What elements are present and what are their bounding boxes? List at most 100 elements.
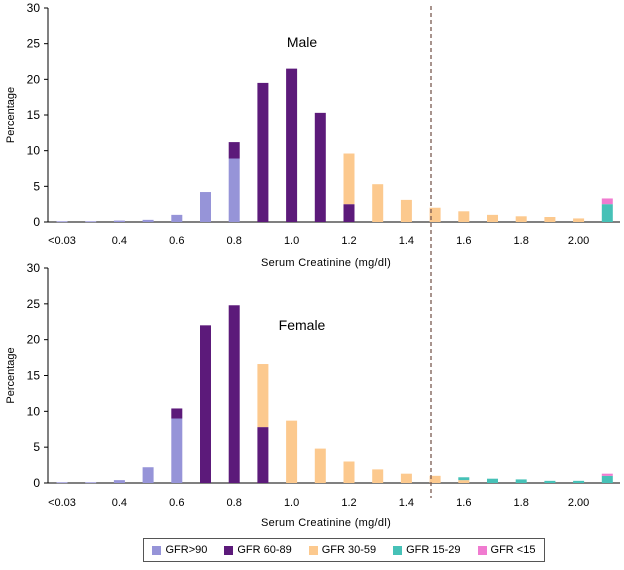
male-bar-gfr_30_59 bbox=[343, 153, 355, 205]
male-bar-gfr_gt90 bbox=[228, 158, 240, 222]
female-bar-gfr_15_29 bbox=[515, 479, 527, 483]
male-bar-gfr_30_59 bbox=[429, 207, 441, 222]
legend-swatch-gfr-60-89 bbox=[224, 545, 234, 555]
male-bar-gfr_gt90 bbox=[85, 221, 97, 223]
male-bar-gfr_gt90 bbox=[56, 221, 68, 223]
female-x-tick-label: 1.4 bbox=[399, 497, 414, 509]
male-y-tick-label: 15 bbox=[27, 108, 41, 122]
female-bar-gfr_60_89 bbox=[171, 408, 183, 419]
female-chart-title: Female bbox=[279, 317, 326, 333]
female-y-tick-label: 0 bbox=[33, 476, 40, 490]
male-bar-gfr_60_89 bbox=[343, 204, 355, 222]
male-x-tick-label: 0.8 bbox=[227, 235, 242, 247]
female-y-tick-label: 15 bbox=[27, 369, 41, 383]
female-x-tick-label: 0.4 bbox=[112, 497, 127, 509]
legend-swatch-gfr-gt90 bbox=[152, 545, 162, 555]
female-x-tick-label: 1.6 bbox=[456, 497, 471, 509]
legend-label-gfr-15-29: GFR 15-29 bbox=[406, 544, 461, 556]
female-y-axis-label: Percentage bbox=[5, 347, 17, 403]
female-bar-gfr_15_29 bbox=[544, 480, 556, 483]
female-bar-gfr_30_59 bbox=[429, 475, 441, 483]
male-bar-gfr_60_89 bbox=[228, 142, 240, 159]
male-x-axis-label: Serum Creatinine (mg/dl) bbox=[261, 257, 391, 269]
male-bar-gfr_30_59 bbox=[573, 218, 585, 222]
legend-item-gfr-gt90: GFR>90 bbox=[152, 544, 207, 556]
male-bar-gfr_30_59 bbox=[458, 211, 470, 222]
female-x-tick-label: 0.6 bbox=[169, 497, 184, 509]
legend-label-gfr-lt15: GFR <15 bbox=[490, 544, 536, 556]
legend-item-gfr-30-59: GFR 30-59 bbox=[308, 544, 377, 556]
legend-label-gfr-gt90: GFR>90 bbox=[165, 544, 208, 556]
female-x-tick-label: 0.8 bbox=[227, 497, 242, 509]
legend: GFR>90 GFR 60-89 GFR 30-59 GFR 15-29 GFR… bbox=[143, 538, 545, 562]
female-x-tick-label: 1.8 bbox=[514, 497, 529, 509]
male-x-tick-label: 2.00 bbox=[568, 235, 589, 247]
male-bar-gfr_30_59 bbox=[515, 216, 527, 222]
male-y-tick-label: 5 bbox=[33, 179, 40, 193]
male-y-axis-label: Percentage bbox=[5, 87, 17, 143]
male-x-tick-label: 1.8 bbox=[514, 235, 529, 247]
female-bar-gfr_60_89 bbox=[200, 325, 211, 483]
female-bar-gfr_30_59 bbox=[286, 420, 298, 483]
female-x-tick-label: <0.03 bbox=[48, 497, 76, 509]
legend-label-gfr-30-59: GFR 30-59 bbox=[321, 544, 377, 556]
female-bar-gfr_15_29 bbox=[601, 475, 613, 483]
female-bar-gfr_30_59 bbox=[343, 461, 355, 483]
female-bar-gfr_15_29 bbox=[573, 480, 585, 483]
male-bar-gfr_30_59 bbox=[487, 214, 498, 222]
female-bar-gfr_gt90 bbox=[171, 418, 183, 483]
male-bar-gfr_60_89 bbox=[286, 68, 298, 222]
female-bar-gfr_60_89 bbox=[257, 427, 269, 483]
male-y-tick-label: 30 bbox=[27, 1, 41, 15]
female-bar-gfr_lt15 bbox=[601, 473, 613, 476]
female-bar-gfr_15_29 bbox=[487, 478, 498, 483]
male-bar-gfr_60_89 bbox=[314, 112, 326, 222]
male-y-tick-label: 0 bbox=[33, 215, 40, 229]
male-y-tick-label: 20 bbox=[27, 72, 41, 86]
male-bar-gfr_gt90 bbox=[200, 192, 211, 222]
male-bar-gfr_gt90 bbox=[113, 220, 125, 222]
male-x-tick-label: 0.6 bbox=[169, 235, 184, 247]
female-x-tick-label: 1.2 bbox=[341, 497, 356, 509]
male-y-tick-label: 25 bbox=[27, 37, 41, 51]
male-x-tick-label: 1.6 bbox=[456, 235, 471, 247]
female-bar-gfr_30_59 bbox=[400, 473, 412, 483]
male-x-tick-label: <0.03 bbox=[48, 235, 76, 247]
male-x-tick-label: 1.4 bbox=[399, 235, 414, 247]
female-bar-gfr_gt90 bbox=[142, 467, 154, 483]
female-bar-gfr_15_29 bbox=[458, 477, 470, 481]
female-bar-gfr_30_59 bbox=[257, 364, 269, 428]
female-bar-gfr_30_59 bbox=[372, 469, 384, 483]
male-chart-title: Male bbox=[287, 34, 318, 50]
legend-label-gfr-60-89: GFR 60-89 bbox=[237, 544, 292, 556]
male-x-tick-label: 0.4 bbox=[112, 235, 127, 247]
male-bar-gfr_30_59 bbox=[400, 199, 412, 222]
female-x-tick-label: 1.0 bbox=[284, 497, 299, 509]
legend-item-gfr-60-89: GFR 60-89 bbox=[224, 544, 292, 556]
male-bar-gfr_gt90 bbox=[142, 219, 154, 222]
female-y-tick-label: 20 bbox=[27, 333, 41, 347]
male-x-tick-label: 1.0 bbox=[284, 235, 299, 247]
female-bar-gfr_gt90 bbox=[56, 482, 68, 484]
female-bar-gfr_gt90 bbox=[113, 480, 125, 483]
legend-swatch-gfr-lt15 bbox=[477, 545, 487, 555]
female-bar-gfr_30_59 bbox=[314, 448, 326, 483]
legend-swatch-gfr-30-59 bbox=[308, 545, 318, 555]
male-bar-gfr_gt90 bbox=[171, 214, 183, 222]
male-bar-gfr_60_89 bbox=[257, 82, 269, 223]
male-bar-gfr_lt15 bbox=[601, 198, 613, 205]
female-y-tick-label: 5 bbox=[33, 440, 40, 454]
male-bar-gfr_15_29 bbox=[601, 204, 613, 222]
female-bar-gfr_gt90 bbox=[85, 482, 97, 484]
female-x-tick-label: 2.00 bbox=[568, 497, 589, 509]
charts-svg: 0 5 10 15 20 25 30 <0.03 0.4 0.6 0.8 1.0 1.2 1.4 1.6 1.… bbox=[5, 1, 620, 529]
male-bar-gfr_30_59 bbox=[372, 184, 384, 222]
male-y-tick-label: 10 bbox=[27, 144, 41, 158]
female-bar-gfr_60_89 bbox=[228, 305, 240, 483]
female-y-tick-label: 30 bbox=[27, 261, 41, 275]
legend-item-gfr-15-29: GFR 15-29 bbox=[393, 544, 461, 556]
legend-swatch-gfr-15-29 bbox=[393, 545, 403, 555]
male-x-tick-label: 1.2 bbox=[341, 235, 356, 247]
legend-item-gfr-lt15: GFR <15 bbox=[477, 544, 536, 556]
